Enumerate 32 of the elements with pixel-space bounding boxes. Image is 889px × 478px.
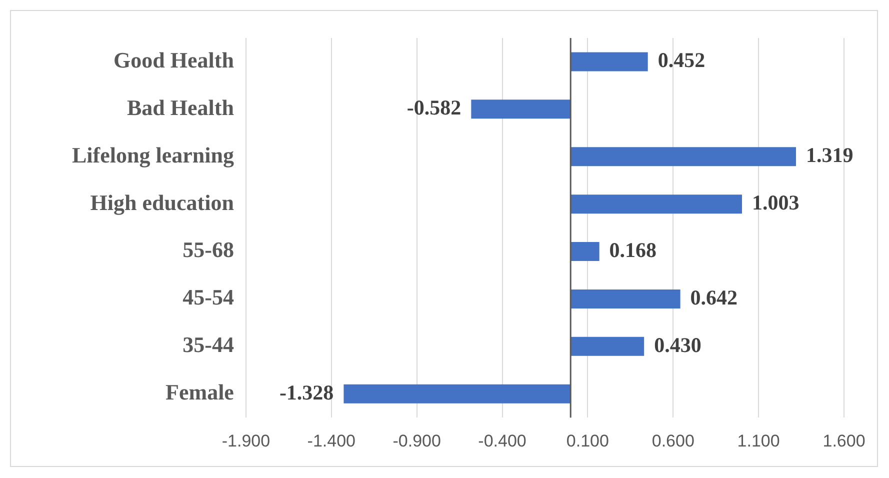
data-label: 0.642 (690, 285, 738, 310)
x-tick-label: -0.900 (392, 431, 441, 450)
y-tick-label: Lifelong learning (72, 142, 234, 168)
bar (570, 242, 600, 262)
y-tick-label: High education (90, 190, 234, 215)
y-tick-label: 35-44 (182, 332, 234, 358)
data-label: 0.168 (609, 238, 657, 262)
data-label: 0.452 (658, 48, 706, 72)
data-label: 1.003 (752, 190, 800, 214)
bar (570, 147, 796, 166)
x-tick-label: -0.400 (478, 431, 526, 450)
y-tick-label: Good Health (114, 47, 234, 72)
x-tick-label: 1.600 (822, 431, 866, 450)
x-tick-label: 1.100 (737, 431, 780, 450)
x-tick-label: 0.600 (652, 431, 694, 450)
y-tick-label: 55-68 (182, 237, 234, 262)
data-label: 0.430 (654, 332, 702, 357)
bar (570, 336, 644, 356)
x-tick-label: -1.400 (307, 431, 356, 450)
bar (344, 384, 571, 404)
bar (570, 194, 742, 214)
data-label: -0.582 (406, 96, 462, 120)
y-tick-label: 45-54 (182, 284, 234, 310)
x-tick-label: -1.900 (222, 431, 270, 450)
bar (471, 100, 571, 119)
y-tick-label: Bad Health (126, 94, 234, 120)
data-label: 1.319 (806, 143, 854, 168)
x-tick-label: 0.100 (566, 431, 609, 450)
data-label: -1.328 (279, 380, 334, 404)
y-tick-label: Female (166, 380, 234, 405)
bar (570, 52, 648, 72)
bar (570, 289, 680, 308)
